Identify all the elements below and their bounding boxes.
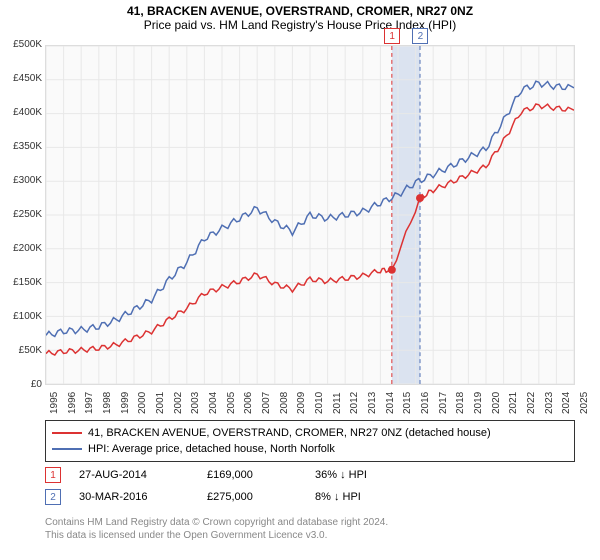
x-axis-label: 2011 [332,384,343,414]
y-axis-label: £250K [2,209,42,220]
y-axis-label: £500K [2,39,42,50]
x-axis-label: 1997 [84,384,95,414]
x-axis-label: 2007 [261,384,272,414]
x-axis-label: 2010 [314,384,325,414]
legend-swatch [52,448,82,450]
legend-item: 41, BRACKEN AVENUE, OVERSTRAND, CROMER, … [52,425,568,441]
legend-item: HPI: Average price, detached house, Nort… [52,441,568,457]
y-axis-label: £350K [2,141,42,152]
sale-date: 30-MAR-2016 [79,491,189,503]
credit-line-1: Contains HM Land Registry data © Crown c… [45,516,575,529]
sale-flag-1: 1 [384,28,400,44]
x-axis-label: 1996 [67,384,78,414]
sale-diff: 36% ↓ HPI [315,469,367,481]
sale-row: 1 27-AUG-2014 £169,000 36% ↓ HPI [45,464,575,486]
sale-diff: 8% ↓ HPI [315,491,361,503]
x-axis-label: 1995 [49,384,60,414]
sale-marker: 1 [45,467,61,483]
legend-label: HPI: Average price, detached house, Nort… [88,443,335,455]
legend-label: 41, BRACKEN AVENUE, OVERSTRAND, CROMER, … [88,427,491,439]
x-axis-label: 1999 [120,384,131,414]
x-axis-label: 2019 [473,384,484,414]
sale-marker: 2 [45,489,61,505]
x-axis-label: 2012 [349,384,360,414]
x-axis-label: 2002 [173,384,184,414]
x-axis-label: 2025 [579,384,590,414]
x-axis-label: 2016 [420,384,431,414]
sale-price: £275,000 [207,491,297,503]
x-axis-label: 2015 [402,384,413,414]
sale-flag-2: 2 [412,28,428,44]
data-credit: Contains HM Land Registry data © Crown c… [45,516,575,542]
legend-swatch [52,432,82,434]
y-axis-label: £400K [2,107,42,118]
sale-row: 2 30-MAR-2016 £275,000 8% ↓ HPI [45,486,575,508]
page-subtitle: Price paid vs. HM Land Registry's House … [0,18,600,32]
x-axis-label: 1998 [102,384,113,414]
x-axis-label: 2014 [385,384,396,414]
x-axis-label: 2001 [155,384,166,414]
page-title: 41, BRACKEN AVENUE, OVERSTRAND, CROMER, … [0,4,600,18]
y-axis-label: £50K [2,345,42,356]
x-axis-label: 2003 [190,384,201,414]
x-axis-label: 2008 [279,384,290,414]
price-chart [45,45,575,385]
chart-legend: 41, BRACKEN AVENUE, OVERSTRAND, CROMER, … [45,420,575,462]
sale-date: 27-AUG-2014 [79,469,189,481]
x-axis-label: 2006 [243,384,254,414]
x-axis-label: 2009 [296,384,307,414]
y-axis-label: £450K [2,73,42,84]
credit-line-2: This data is licensed under the Open Gov… [45,529,575,542]
x-axis-label: 2020 [491,384,502,414]
y-axis-label: £200K [2,243,42,254]
x-axis-label: 2000 [137,384,148,414]
x-axis-label: 2017 [438,384,449,414]
x-axis-label: 2023 [544,384,555,414]
x-axis-label: 2018 [455,384,466,414]
y-axis-label: £100K [2,311,42,322]
x-axis-label: 2024 [561,384,572,414]
y-axis-label: £0 [2,379,42,390]
y-axis-label: £300K [2,175,42,186]
x-axis-label: 2021 [508,384,519,414]
x-axis-label: 2004 [208,384,219,414]
x-axis-label: 2005 [226,384,237,414]
x-axis-label: 2022 [526,384,537,414]
sale-price: £169,000 [207,469,297,481]
x-axis-label: 2013 [367,384,378,414]
y-axis-label: £150K [2,277,42,288]
